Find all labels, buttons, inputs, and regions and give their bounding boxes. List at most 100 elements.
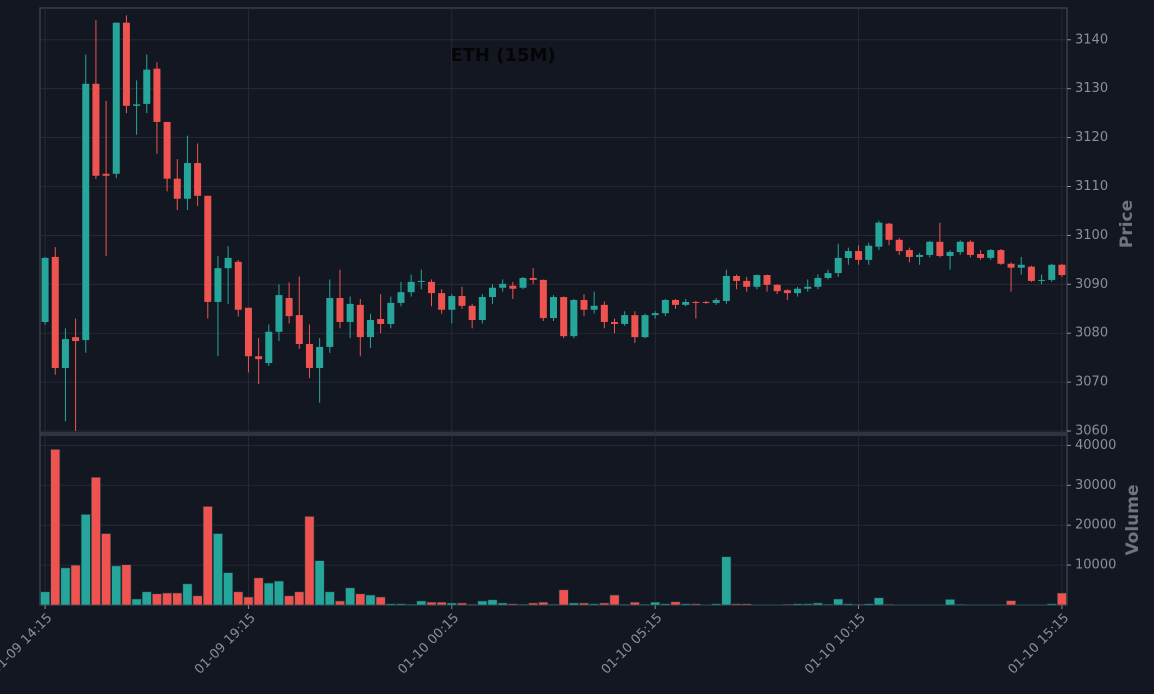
- candle-body: [794, 288, 802, 294]
- volume-bar: [324, 591, 335, 606]
- y-tick-label: 20000: [1075, 518, 1116, 533]
- volume-bar: [467, 603, 478, 606]
- candle-body: [92, 83, 100, 176]
- candle-body: [814, 277, 822, 287]
- candle-body: [682, 301, 690, 305]
- candle-body: [936, 241, 944, 256]
- volume-bar: [436, 601, 447, 606]
- volume-bar: [558, 589, 569, 606]
- y-axis-label: Volume: [1123, 484, 1143, 555]
- volume-bar: [426, 601, 437, 606]
- candle-body: [1007, 263, 1015, 268]
- candle-body: [194, 163, 202, 196]
- candle-body: [753, 275, 761, 287]
- volume-bar: [263, 582, 274, 606]
- volume-bar: [274, 580, 284, 606]
- candle-body: [1058, 264, 1066, 276]
- volume-bar: [162, 592, 173, 606]
- volume-bar: [182, 583, 193, 606]
- y-tick-label: 40000: [1075, 438, 1116, 453]
- y-tick-label: 3070: [1075, 375, 1108, 390]
- price-panel: [39, 7, 1068, 434]
- volume-bar: [457, 602, 467, 606]
- volume-bar: [477, 600, 488, 606]
- volume-bar: [60, 567, 71, 606]
- volume-bar: [385, 603, 396, 606]
- volume-bar: [833, 598, 844, 606]
- candle-body: [448, 296, 456, 310]
- candle-body: [397, 292, 405, 303]
- volume-bar: [823, 603, 833, 606]
- volume-bar: [843, 603, 854, 606]
- volume-bar: [416, 600, 427, 606]
- candle-body: [122, 22, 130, 106]
- volume-bar: [609, 594, 620, 606]
- candle-body: [458, 296, 466, 306]
- volume-bar: [131, 598, 142, 606]
- candle-body: [356, 304, 364, 338]
- candle-body: [427, 281, 435, 294]
- candle-body: [499, 283, 507, 288]
- volume-bar: [640, 603, 650, 606]
- candle-body: [956, 241, 964, 253]
- y-tick-label: 10000: [1075, 558, 1116, 573]
- candle-body: [987, 250, 995, 258]
- candle-body: [905, 250, 913, 257]
- candle-body: [926, 241, 934, 255]
- volume-bar: [446, 602, 457, 606]
- volume-bar: [111, 565, 122, 606]
- volume-bar: [680, 603, 691, 606]
- candle-body: [275, 295, 283, 332]
- candle-body: [1017, 264, 1025, 268]
- volume-bar: [253, 577, 264, 606]
- candle-body: [326, 298, 334, 347]
- volume-bar: [141, 591, 152, 606]
- volume-bar: [945, 599, 955, 606]
- candle-body: [204, 195, 212, 302]
- volume-bar: [863, 603, 874, 606]
- volume-bar: [619, 603, 630, 606]
- candle-body: [224, 257, 232, 269]
- candle-body: [631, 315, 639, 338]
- volume-bar: [711, 603, 722, 606]
- y-tick-label: 3140: [1075, 32, 1108, 47]
- volume-bar: [294, 591, 305, 606]
- volume-bar: [1006, 600, 1016, 606]
- volume-bar: [284, 595, 295, 606]
- candle-body: [417, 280, 425, 282]
- y-tick-label: 3090: [1075, 277, 1108, 292]
- volume-bar: [650, 601, 661, 606]
- candle-body: [783, 290, 791, 294]
- y-tick-label: 3110: [1075, 179, 1108, 194]
- volume-bar: [50, 449, 61, 606]
- y-axis-label: Price: [1117, 200, 1137, 248]
- y-tick-label: 3100: [1075, 228, 1108, 243]
- candle-body: [977, 254, 985, 258]
- candle-body: [214, 268, 222, 302]
- volume-bar: [233, 591, 244, 606]
- y-tick-label: 3080: [1075, 326, 1108, 341]
- candle-body: [265, 331, 273, 364]
- candle-body: [509, 285, 517, 289]
- candle-body: [722, 276, 730, 301]
- y-tick-label: 3130: [1075, 81, 1108, 96]
- candle-body: [875, 222, 883, 247]
- volume-bar: [213, 533, 223, 606]
- candle-body: [773, 284, 781, 292]
- candle-body: [133, 104, 141, 106]
- candle-body: [529, 277, 537, 280]
- volume-bar: [365, 594, 376, 606]
- volume-bar: [406, 603, 417, 606]
- volume-bar: [497, 602, 508, 606]
- volume-bar: [741, 603, 752, 606]
- volume-bar: [172, 592, 183, 606]
- candle-body: [651, 313, 659, 316]
- candle-body: [112, 22, 120, 174]
- candle-body: [895, 239, 903, 252]
- candle-body: [295, 315, 303, 344]
- volume-bar: [80, 514, 91, 606]
- y-tick-label: 3060: [1075, 424, 1108, 439]
